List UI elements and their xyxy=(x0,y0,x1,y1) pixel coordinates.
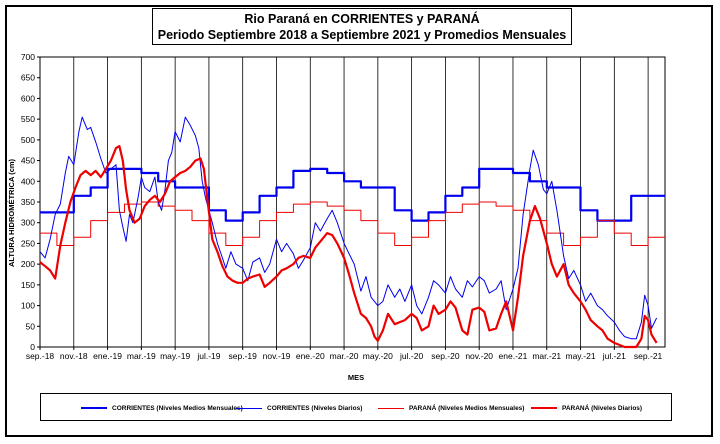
legend-item-parana-monthly: PARANÁ (Niveles Medios Mensuales) xyxy=(378,402,524,414)
x-tick-label: nov.-19 xyxy=(263,351,291,361)
x-tick-label: jul.-19 xyxy=(196,351,220,361)
x-tick-label: ene.-21 xyxy=(499,351,528,361)
chart-subtitle: Periodo Septiembre 2018 a Septiembre 202… xyxy=(157,28,567,42)
series-line-0 xyxy=(40,167,665,222)
y-tick-label: 500 xyxy=(21,135,35,145)
x-tick-label: may.-20 xyxy=(363,351,393,361)
y-tick-label: 100 xyxy=(21,301,35,311)
legend-item-parana-daily: PARANÁ (Niveles Diarios) xyxy=(531,402,642,414)
y-tick-label: 450 xyxy=(21,156,35,166)
legend: CORRIENTES (Niveles Medios Mensuales) CO… xyxy=(40,393,672,421)
legend-label: PARANÁ (Niveles Diarios) xyxy=(562,404,643,412)
x-tick-label: sep.-20 xyxy=(431,351,460,361)
x-tick-label: ene.-20 xyxy=(296,351,325,361)
y-tick-label: 50 xyxy=(26,321,36,331)
series-line-3 xyxy=(39,145,658,349)
legend-item-corrientes-monthly: CORRIENTES (Niveles Medios Mensuales) xyxy=(81,402,243,414)
y-tick-label: 200 xyxy=(21,259,35,269)
y-tick-label: 300 xyxy=(21,218,35,228)
legend-swatch xyxy=(236,407,262,409)
series-line-2 xyxy=(40,201,665,246)
legend-swatch xyxy=(378,407,404,409)
y-tick-label: 0 xyxy=(30,342,35,352)
y-tick-label: 350 xyxy=(21,197,35,207)
x-tick-label: jul.-20 xyxy=(399,351,423,361)
y-tick-label: 150 xyxy=(21,280,35,290)
y-tick-label: 250 xyxy=(21,238,35,248)
chart-title-box: Rio Paraná en CORRIENTES y PARANÁ Period… xyxy=(152,8,572,45)
legend-label: CORRIENTES (Niveles Diarios) xyxy=(267,404,363,412)
legend-swatch xyxy=(81,407,107,409)
x-tick-label: sep.-19 xyxy=(229,351,258,361)
y-tick-label: 650 xyxy=(21,73,35,83)
y-tick-label: 700 xyxy=(21,52,35,62)
chart-title: Rio Paraná en CORRIENTES y PARANÁ xyxy=(244,12,480,26)
legend-swatch xyxy=(531,407,557,409)
x-tick-label: mar.-19 xyxy=(127,351,156,361)
x-tick-label: may.-21 xyxy=(566,351,596,361)
legend-label: PARANÁ (Niveles Medios Mensuales) xyxy=(409,404,525,412)
series-line-1 xyxy=(39,116,658,340)
y-tick-label: 600 xyxy=(21,93,35,103)
legend-item-corrientes-daily: CORRIENTES (Niveles Diarios) xyxy=(236,402,362,414)
x-tick-label: may.-19 xyxy=(160,351,190,361)
x-axis-label: MES xyxy=(348,373,364,382)
legend-label: CORRIENTES (Niveles Medios Mensuales) xyxy=(112,404,243,412)
x-tick-label: nov.-18 xyxy=(60,351,88,361)
x-tick-label: ene.-19 xyxy=(93,351,122,361)
x-tick-label: mar.-20 xyxy=(330,351,359,361)
y-axis-label: ALTURA HIDROMÉTRICA (cm) xyxy=(7,158,16,267)
x-tick-label: mar.-21 xyxy=(532,351,561,361)
x-tick-label: jul.-21 xyxy=(602,351,626,361)
y-tick-label: 550 xyxy=(21,114,35,124)
y-tick-label: 400 xyxy=(21,176,35,186)
x-tick-label: sep.-21 xyxy=(634,351,663,361)
x-tick-label: nov.-20 xyxy=(465,351,493,361)
plot-area xyxy=(39,56,666,348)
x-tick-label: sep.-18 xyxy=(26,351,55,361)
